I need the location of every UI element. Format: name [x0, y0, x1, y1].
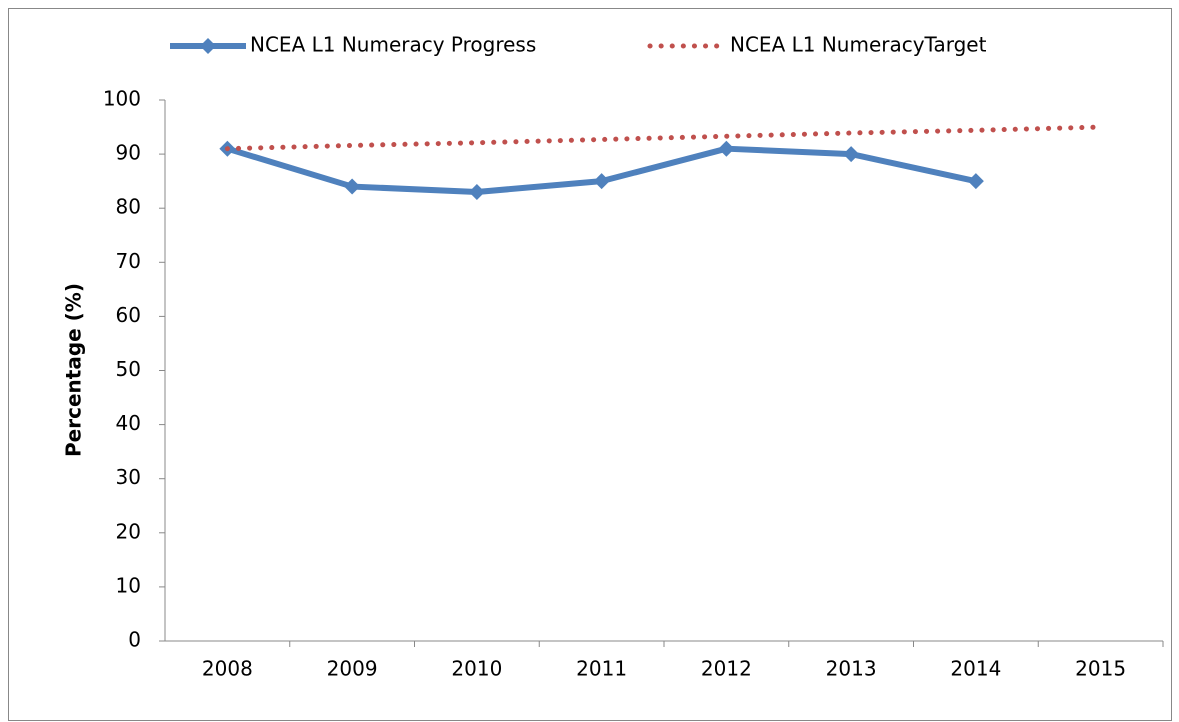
point-marker — [593, 173, 610, 190]
series-line — [224, 124, 1104, 152]
x-tick-label: 2013 — [826, 657, 877, 681]
point-marker — [468, 183, 485, 200]
x-tick-label: 2014 — [950, 657, 1001, 681]
x-tick-label: 2008 — [202, 657, 253, 681]
y-tick-label: 50 — [116, 357, 141, 381]
y-tick-label: 40 — [116, 411, 141, 435]
y-tick-label: 0 — [128, 628, 141, 652]
x-tick-label: 2011 — [576, 657, 627, 681]
legend-label: NCEA L1 NumeracyTarget — [730, 33, 987, 57]
y-tick-label: 60 — [116, 303, 141, 327]
y-tick-label: 80 — [116, 195, 141, 219]
y-tick-label: 10 — [116, 573, 141, 597]
x-tick-label: 2010 — [451, 657, 502, 681]
y-tick-label: 100 — [103, 87, 141, 111]
x-tick-label: 2015 — [1075, 657, 1126, 681]
y-tick-label: 90 — [116, 141, 141, 165]
chart-border — [8, 8, 1172, 721]
legend-marker — [200, 38, 216, 54]
y-tick-label: 30 — [116, 465, 141, 489]
point-marker — [843, 146, 860, 163]
point-marker — [718, 140, 735, 157]
legend-label: NCEA L1 Numeracy Progress — [250, 33, 536, 57]
y-tick-label: 20 — [116, 519, 141, 543]
point-marker — [967, 173, 984, 190]
x-tick-label: 2012 — [701, 657, 752, 681]
y-tick-label: 70 — [116, 249, 141, 273]
x-tick-label: 2009 — [327, 657, 378, 681]
point-marker — [344, 178, 361, 195]
y-axis-label: Percentage (%) — [62, 283, 86, 457]
